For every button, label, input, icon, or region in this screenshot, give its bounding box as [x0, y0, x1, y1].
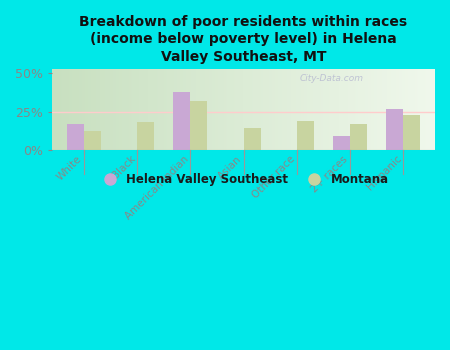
- Bar: [67, 124, 84, 149]
- Bar: [386, 108, 403, 149]
- Bar: [333, 136, 350, 149]
- Bar: [173, 92, 190, 149]
- Legend: Helena Valley Southeast, Montana: Helena Valley Southeast, Montana: [93, 168, 394, 190]
- Bar: [297, 121, 314, 149]
- Bar: [350, 124, 367, 149]
- Text: City-Data.com: City-Data.com: [300, 74, 364, 83]
- Title: Breakdown of poor residents within races
(income below poverty level) in Helena
: Breakdown of poor residents within races…: [80, 15, 408, 64]
- Bar: [137, 122, 154, 149]
- Bar: [84, 131, 101, 149]
- Bar: [243, 128, 261, 149]
- Bar: [403, 114, 420, 149]
- Bar: [190, 101, 207, 149]
